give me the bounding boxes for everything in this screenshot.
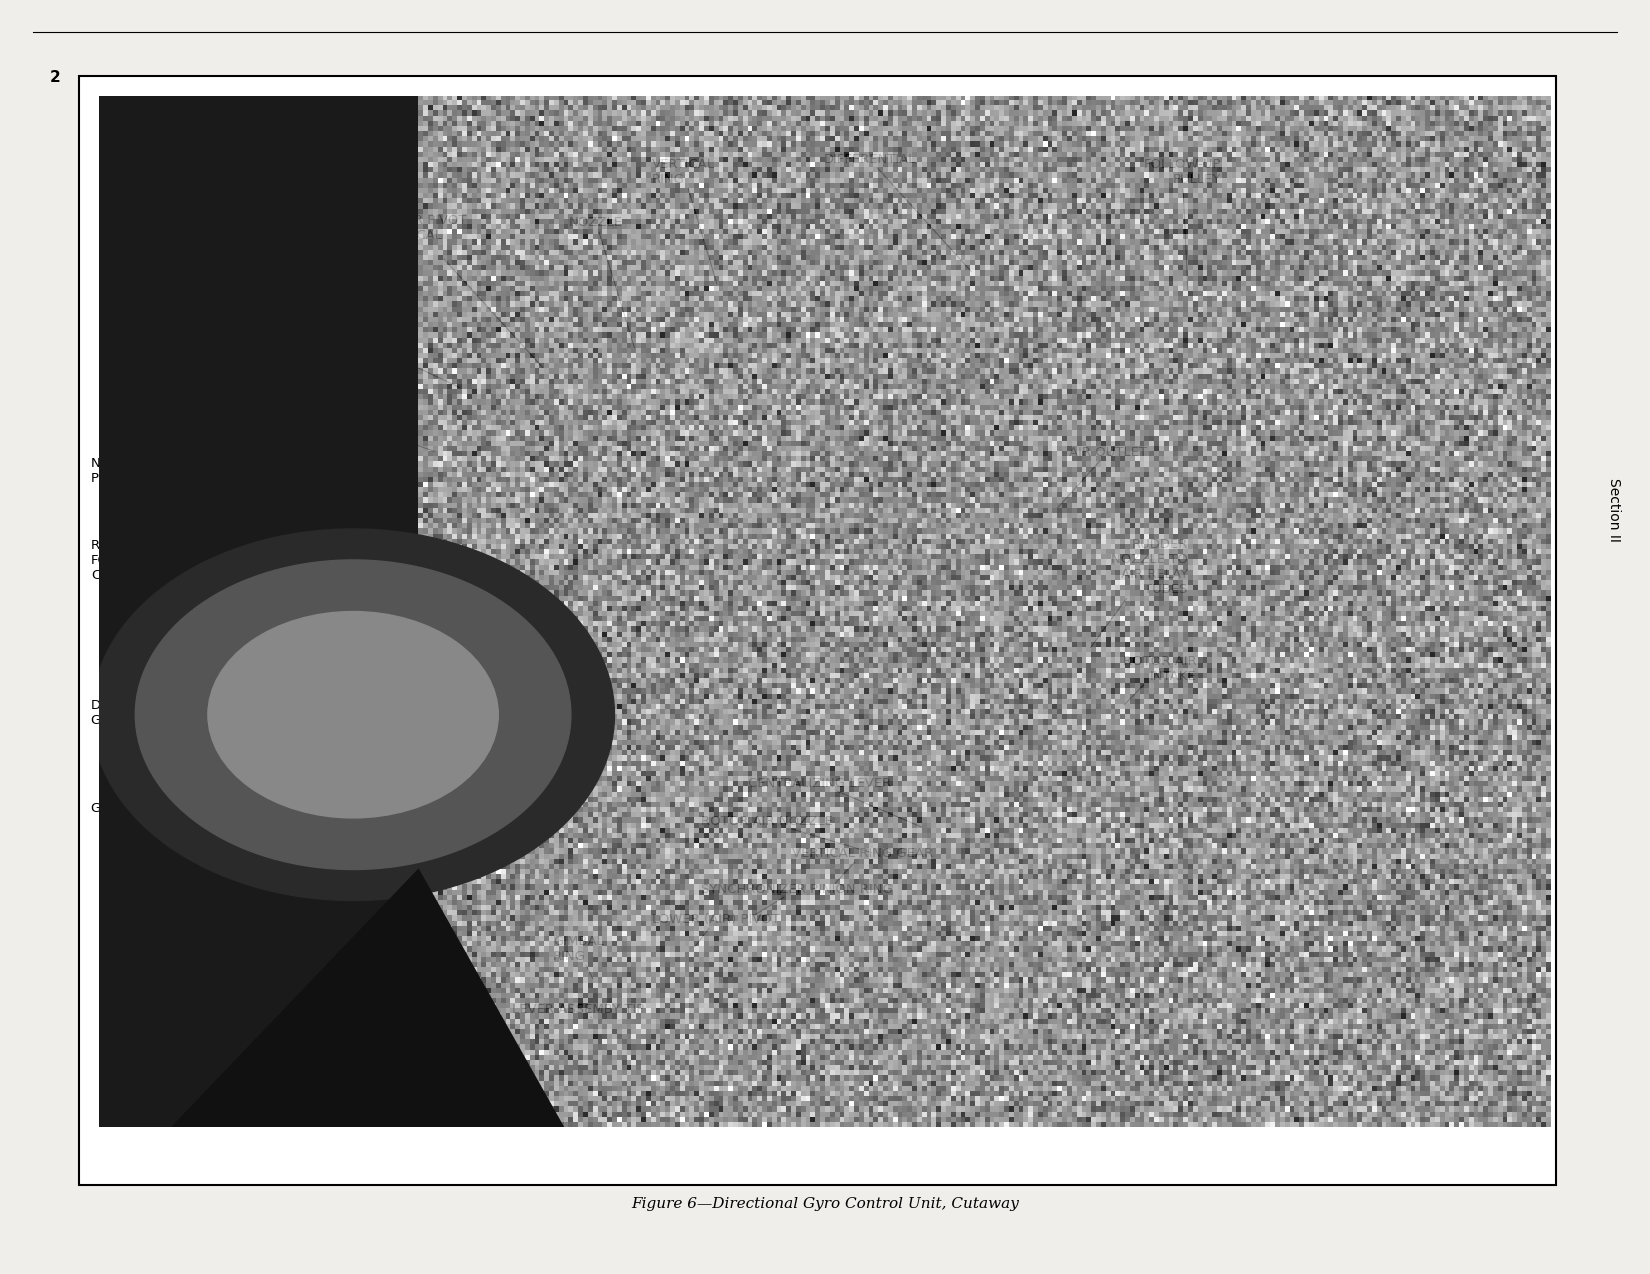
Text: LEVER ASSEMBY TIP: LEVER ASSEMBY TIP bbox=[512, 1003, 644, 1018]
Text: RUDDER
FOLLOW-UP
CARD: RUDDER FOLLOW-UP CARD bbox=[91, 539, 318, 648]
Text: NOZZLE: NOZZLE bbox=[244, 389, 434, 451]
Bar bbox=[99, 96, 419, 1127]
Polygon shape bbox=[172, 869, 564, 1127]
Bar bbox=[79, 76, 1556, 1185]
Text: UPPER PIVOT
VERTICAL
RING: UPPER PIVOT VERTICAL RING bbox=[380, 214, 543, 367]
Text: ROTOR AIR NOZZLE: ROTOR AIR NOZZLE bbox=[701, 815, 871, 852]
Text: Section II: Section II bbox=[1607, 478, 1620, 541]
Text: SYNCHRONIZER
PINION: SYNCHRONIZER PINION bbox=[388, 992, 493, 1028]
Circle shape bbox=[92, 529, 614, 901]
Text: CAGING
KNOB: CAGING KNOB bbox=[165, 999, 310, 1027]
Text: UPPER PLATE: UPPER PLATE bbox=[256, 306, 459, 387]
Text: SYNCHRONIZER PINION RING: SYNCHRONIZER PINION RING bbox=[701, 883, 893, 916]
Text: 2: 2 bbox=[50, 70, 61, 85]
Text: NOZZLE: NOZZLE bbox=[569, 217, 635, 348]
Text: GIMBAL
RING: GIMBAL RING bbox=[553, 935, 604, 978]
Text: CENTRALIZING LEVER: CENTRALIZING LEVER bbox=[747, 777, 921, 827]
Text: GYRO ROTOR: GYRO ROTOR bbox=[91, 803, 335, 828]
Text: DIRECTIONAL
GYRO CARD: DIRECTIONAL GYRO CARD bbox=[91, 699, 335, 752]
Text: Figure 6—Directional Gyro Control Unit, Cutaway: Figure 6—Directional Gyro Control Unit, … bbox=[630, 1198, 1020, 1210]
Text: VERTICAL
RING: VERTICAL RING bbox=[652, 158, 718, 284]
Text: FOLLOW-UP
PULLEY: FOLLOW-UP PULLEY bbox=[1143, 158, 1221, 290]
Text: LOWER (AIR) PIVOT: LOWER (AIR) PIVOT bbox=[652, 913, 779, 947]
Text: ROTOR AIR
INTAKE: ROTOR AIR INTAKE bbox=[1122, 655, 1196, 705]
Circle shape bbox=[135, 561, 571, 869]
Text: AIR OUTLET: AIR OUTLET bbox=[1058, 446, 1147, 507]
Text: RUDDER
NOZZLE TO
AIR RELAY
TUBES: RUDDER NOZZLE TO AIR RELAY TUBES bbox=[1091, 538, 1188, 647]
Text: VERTICAL RING GEAR: VERTICAL RING GEAR bbox=[792, 847, 934, 883]
Text: DIFFERENTIAL: DIFFERENTIAL bbox=[823, 153, 972, 271]
Text: NOZZLE
PLATE: NOZZLE PLATE bbox=[91, 457, 287, 559]
Circle shape bbox=[208, 612, 498, 818]
